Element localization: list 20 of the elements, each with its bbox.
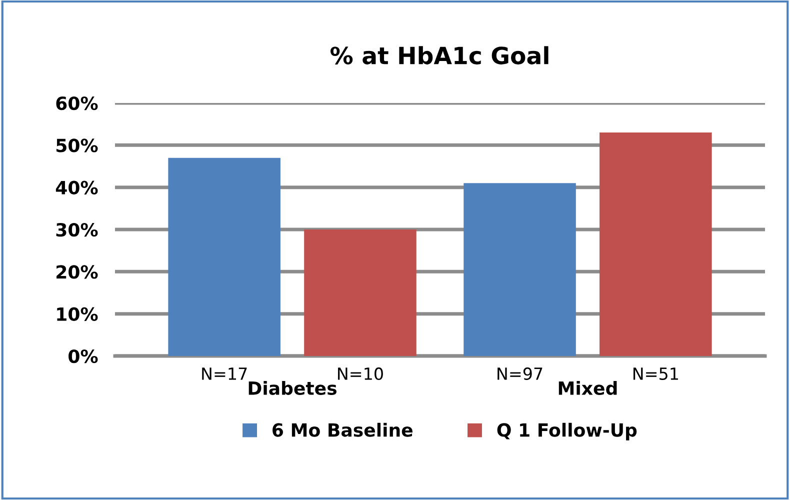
y-tick-label: 20%: [56, 265, 98, 279]
bar: [168, 158, 280, 356]
y-tick-label: 40%: [56, 180, 98, 194]
x-tick-label: Diabetes: [248, 381, 336, 395]
text: N=17: [202, 368, 247, 380]
text: N=51: [633, 368, 678, 380]
y-tick-label: 60%: [56, 96, 98, 110]
y-tick-label: 50%: [56, 138, 98, 152]
text: N=10: [338, 367, 383, 380]
text: N=97: [498, 367, 542, 380]
x-tick-label: Mixed: [558, 381, 617, 395]
y-tick-label: 0%: [68, 349, 98, 364]
chart-title: % at HbA1c Goal: [330, 46, 548, 64]
y-tick-label: 30%: [56, 222, 98, 237]
bar: [304, 230, 416, 356]
legend-label: Q 1 Follow-Up: [497, 422, 637, 440]
bar: [600, 132, 712, 356]
bar: [464, 183, 576, 356]
legend-label: 6 Mo Baseline: [272, 422, 412, 437]
y-tick-label: 10%: [57, 307, 98, 321]
